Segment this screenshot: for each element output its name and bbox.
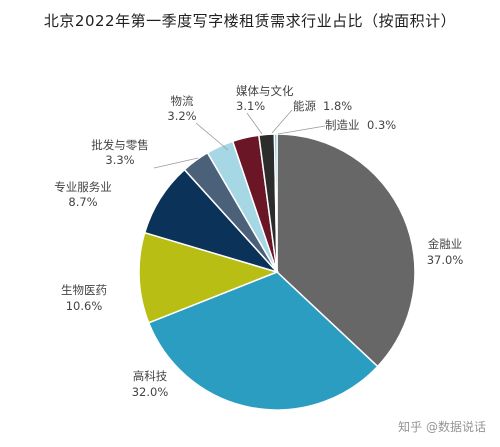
slice-label-8: 能源 (293, 99, 316, 113)
slice-value-3: 10.6% (66, 299, 103, 313)
slice-value-2: 32.0% (132, 385, 169, 399)
slice-value-9: 0.3% (367, 118, 396, 132)
slice-label-3: 生物医药 (61, 283, 107, 297)
slice-label-7: 媒体与文化 (236, 84, 294, 98)
pie-slice-2 (147, 271, 379, 411)
slice-value-8: 1.8% (323, 99, 352, 113)
slice-value-4: 8.7% (68, 195, 97, 209)
chart-title: 北京2022年第一季度写字楼租赁需求行业占比（按面积计） (43, 12, 457, 30)
slice-label-6: 物流 (171, 94, 194, 108)
pie-slice-3 (138, 231, 280, 324)
leader-line-9 (277, 125, 326, 135)
slice-value-7: 3.1% (236, 99, 265, 113)
slice-value-6: 3.2% (167, 109, 196, 123)
watermark: 知乎 @数据说话 (398, 420, 486, 434)
slice-label-5: 批发与零售 (91, 138, 149, 152)
leader-line-7 (246, 112, 263, 135)
leader-line-8 (271, 109, 293, 134)
slice-label-9: 制造业 (325, 118, 360, 132)
slice-label-4: 专业服务业 (54, 180, 112, 194)
leader-line-5 (153, 157, 199, 169)
slice-label-2: 高科技 (133, 369, 168, 383)
pie-slice-9 (273, 133, 278, 273)
leader-line-6 (195, 122, 229, 151)
pie-slice-1 (276, 133, 416, 368)
slice-value-1: 37.0% (427, 253, 464, 267)
slice-value-5: 3.3% (105, 153, 134, 167)
slice-label-1: 金融业 (428, 237, 463, 251)
